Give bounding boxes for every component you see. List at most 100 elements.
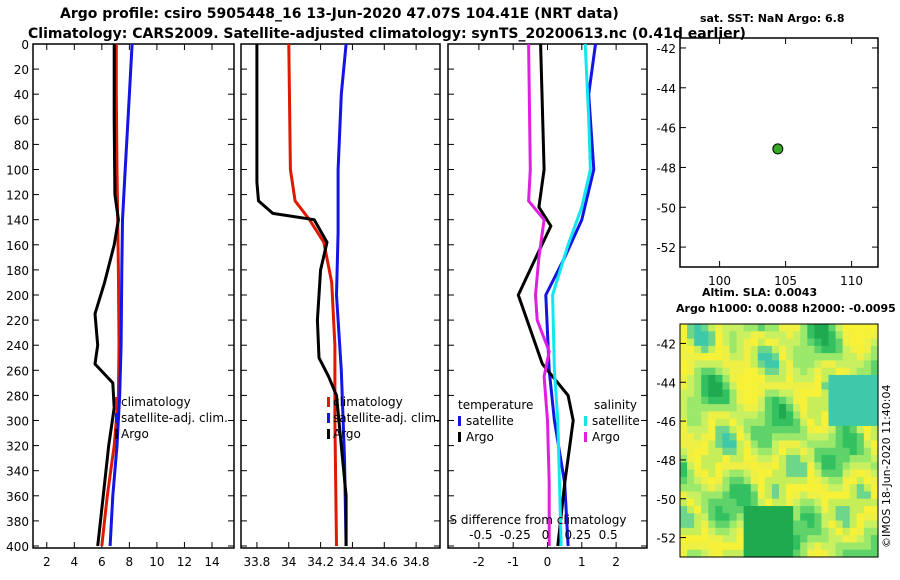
sla-cell (779, 513, 787, 522)
sla-cell (821, 353, 830, 362)
sla-cell (722, 549, 731, 558)
sla-cell (764, 367, 773, 376)
sla-y-tick-label: -44 (656, 376, 676, 390)
sla-cell (800, 324, 808, 332)
sla-cell (757, 411, 766, 420)
sla-cell (729, 513, 738, 522)
sla-cell (736, 382, 745, 391)
legend-swatch (115, 397, 118, 407)
x-tick-label: 4 (70, 555, 78, 569)
sla-cell (863, 440, 872, 449)
x-tick-label: -2 (473, 555, 485, 569)
x-tick-label: 34.8 (403, 555, 430, 569)
sla-cell (779, 374, 787, 383)
sla-cell (715, 520, 724, 529)
sla-cell (849, 345, 858, 354)
sla-cell (786, 535, 794, 544)
sla-cell (828, 345, 837, 354)
sla-cell (828, 542, 837, 551)
sla-cell (800, 418, 808, 427)
sla-cell (701, 338, 709, 347)
sla-cell (757, 425, 766, 434)
sla-cell (856, 324, 865, 332)
sla-cell (736, 527, 745, 536)
sla-cell (786, 549, 794, 558)
sla-cell (849, 447, 858, 456)
y-tick-label: 200 (6, 289, 29, 303)
y-tick-label: 400 (6, 540, 29, 554)
sla-cell (708, 484, 716, 493)
sla-cell (680, 506, 688, 514)
sla-cell (800, 462, 808, 471)
sla-cell (821, 513, 830, 522)
sla-cell (821, 506, 830, 514)
sla-cell (814, 498, 823, 507)
sla-cell (750, 331, 759, 340)
sla-cell (793, 447, 801, 456)
sla-cell (793, 382, 801, 391)
sla-cell (771, 476, 780, 485)
sla-cell (793, 411, 801, 420)
sla-cell (807, 389, 815, 398)
sla-cell (757, 469, 766, 478)
sla-cell (694, 484, 702, 493)
sla-cell (814, 447, 823, 456)
sla-cell (842, 331, 851, 340)
sla-cell (849, 360, 858, 369)
sla-cell (856, 396, 865, 405)
sla-cell (842, 542, 851, 551)
sla-cell (849, 535, 858, 544)
sla-cell (800, 338, 808, 347)
sla-cell (722, 527, 731, 536)
sla-cell (786, 425, 794, 434)
sla-cell (743, 338, 752, 347)
sla-cell (715, 324, 724, 332)
sla-cell (835, 404, 844, 412)
sla-cell (694, 549, 702, 558)
sla-cell (694, 331, 702, 340)
sla-cell (764, 353, 773, 362)
map-y-tick-label: -44 (656, 82, 676, 96)
sla-cell (694, 389, 702, 398)
x-tick-label: 2 (612, 555, 620, 569)
sla-cell (863, 498, 872, 507)
y-tick-label: 300 (6, 415, 29, 429)
sla-cell (771, 506, 780, 514)
sla-cell (680, 498, 688, 507)
sla-cell (736, 440, 745, 449)
sla-cell (835, 382, 844, 391)
sla-cell (764, 440, 773, 449)
sla-cell (743, 411, 752, 420)
sla-cell (814, 338, 823, 347)
legend-swatch (327, 397, 330, 407)
x-tick-label: 34.2 (307, 555, 334, 569)
sla-cell (849, 382, 858, 391)
sla-cell (793, 506, 801, 514)
sla-cell (764, 491, 773, 500)
sla-cell (779, 338, 787, 347)
sla-cell (842, 440, 851, 449)
sla-cell (736, 425, 745, 434)
sla-cell (856, 440, 865, 449)
sla-cell (687, 389, 695, 398)
sla-cell (722, 476, 731, 485)
sla-cell (715, 513, 724, 522)
sla-cell (743, 549, 752, 558)
sla-cell (757, 520, 766, 529)
sla-cell (786, 455, 794, 463)
sla-cell (701, 447, 709, 456)
sla-cell (870, 491, 879, 500)
sla-cell (793, 396, 801, 405)
sla-cell (701, 404, 709, 412)
sla-cell (814, 324, 823, 332)
sla-cell (814, 484, 823, 493)
sla-cell (863, 360, 872, 369)
sla-cell (849, 418, 858, 427)
sla-cell (729, 345, 738, 354)
sla-cell (764, 455, 773, 463)
sla-cell (821, 404, 830, 412)
sla-cell (814, 491, 823, 500)
sla-cell (814, 411, 823, 420)
sla-cell (715, 374, 724, 383)
sla-cell (771, 549, 780, 558)
